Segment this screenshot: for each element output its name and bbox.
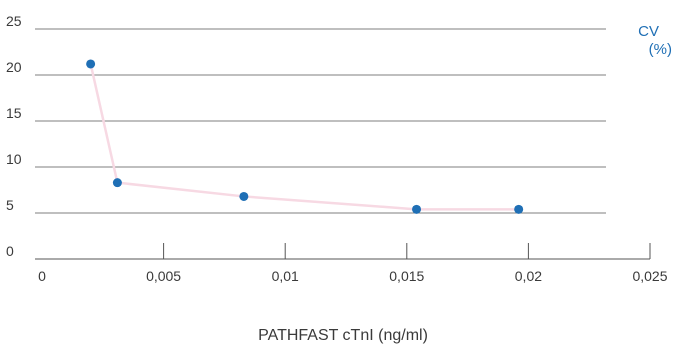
series-cv bbox=[86, 59, 524, 214]
grid-lines bbox=[35, 28, 606, 214]
y-tick-label: 20 bbox=[6, 59, 22, 75]
series-line bbox=[89, 63, 519, 211]
x-tick-label: 0,015 bbox=[389, 268, 424, 284]
x-tick-label: 0,025 bbox=[632, 268, 667, 284]
x-axis-label: PATHFAST cTnI (ng/ml) bbox=[258, 327, 428, 344]
data-point-5 bbox=[514, 204, 524, 214]
y-tick-label: 10 bbox=[6, 151, 22, 167]
y-axis-label-line-1: CV bbox=[638, 23, 659, 40]
y-axis-label-line-2: (%) bbox=[649, 41, 672, 58]
x-tick-label: 0 bbox=[38, 268, 46, 284]
y-tick-labels: 0 5 10 15 20 25 bbox=[6, 13, 22, 259]
y-tick-label: 5 bbox=[6, 197, 14, 213]
x-tick-labels: 0 0,005 0,01 0,015 0,02 0,025 bbox=[38, 268, 668, 284]
data-point-2 bbox=[112, 178, 122, 188]
y-tick-label: 25 bbox=[6, 13, 22, 29]
data-point-1 bbox=[86, 59, 96, 69]
data-point-4 bbox=[412, 204, 422, 214]
x-tick-label: 0,01 bbox=[272, 268, 299, 284]
y-tick-label: 0 bbox=[6, 243, 14, 259]
data-point-3 bbox=[239, 191, 249, 201]
x-tick-label: 0,005 bbox=[146, 268, 181, 284]
x-axis bbox=[35, 243, 651, 260]
x-tick-label: 0,02 bbox=[515, 268, 542, 284]
y-tick-label: 15 bbox=[6, 105, 22, 121]
